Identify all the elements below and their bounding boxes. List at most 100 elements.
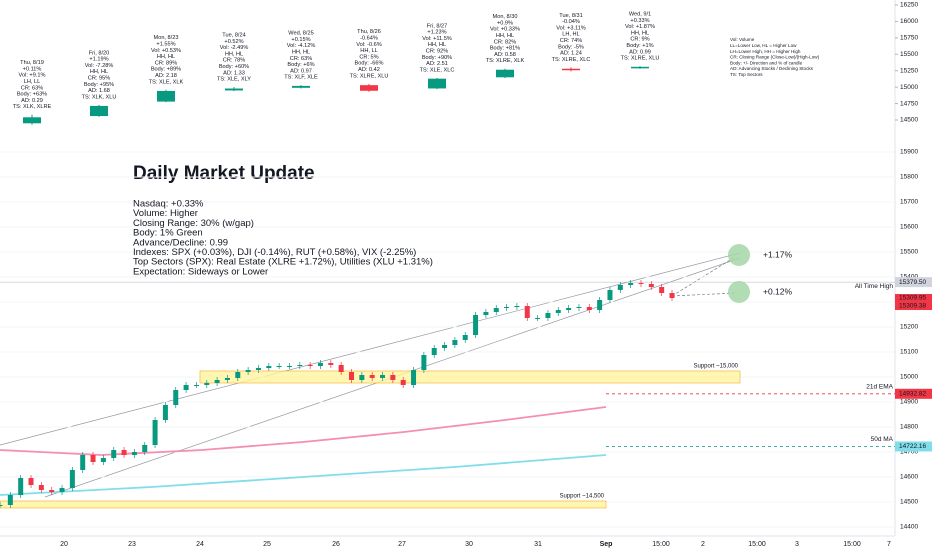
support-label: Support ~14,500 xyxy=(559,494,604,500)
annotation: AD: 2.18 xyxy=(155,73,177,79)
candle-body xyxy=(648,284,654,287)
update-text: Volume: Higher xyxy=(133,208,198,219)
x-tick-label: 25 xyxy=(263,541,271,548)
candle-body xyxy=(204,383,210,385)
candle-body xyxy=(390,375,396,380)
price-tag-label: 14932.82 xyxy=(899,391,926,398)
y-tick-label: 14400 xyxy=(900,524,918,531)
legend-note: LL=Lower Low, HL = Higher Low xyxy=(730,43,797,48)
candle-body xyxy=(496,69,514,78)
trendline xyxy=(0,252,741,446)
annotation: CR: 63% xyxy=(290,56,312,62)
candle-body xyxy=(235,372,241,378)
candle-body xyxy=(80,455,86,470)
annotation: Vol: +9.1% xyxy=(19,73,46,79)
candle-body xyxy=(566,308,572,310)
annotation: +0.15% xyxy=(291,37,310,43)
annotation: Vol: -0.6% xyxy=(356,42,382,48)
y-tick-label: 14500 xyxy=(900,499,918,506)
candle-body xyxy=(411,370,417,385)
y-tick-label: 14600 xyxy=(900,474,918,481)
candle-body xyxy=(317,363,323,366)
annotation: AD: 0.99 xyxy=(629,49,651,55)
candle-body xyxy=(90,455,96,462)
y-tick-label: 14750 xyxy=(900,100,918,107)
projection-label: +1.17% xyxy=(763,249,793,259)
annotation: +0.33% xyxy=(630,18,649,24)
y-tick-label: 15900 xyxy=(900,149,918,156)
annotation: Body: -5% xyxy=(558,44,584,50)
annotation: Vol: -2.49% xyxy=(220,45,249,51)
title: Daily Market Update xyxy=(133,163,315,184)
update-text: Body: 1% Green xyxy=(133,228,203,239)
candle-body xyxy=(286,366,292,367)
candle-body xyxy=(428,78,446,89)
annotation: TS: XLE, XLY xyxy=(217,77,251,83)
annotation: Body: +81% xyxy=(490,46,520,52)
y-tick-label: 15250 xyxy=(900,67,918,74)
candle-body xyxy=(224,378,230,380)
candle-body xyxy=(483,312,489,315)
annotation: CR: 82% xyxy=(494,39,516,45)
annotation: CR: 95% xyxy=(88,75,110,81)
candle-body xyxy=(59,488,65,492)
candle-body xyxy=(562,68,580,71)
y-tick-label: 15000 xyxy=(900,84,918,91)
candle-body xyxy=(18,478,24,495)
candle-body xyxy=(576,307,582,308)
candle-body xyxy=(90,105,108,117)
annotation: TS: XLE, XLC xyxy=(420,67,455,73)
candle-body xyxy=(597,300,603,310)
price-tag xyxy=(895,294,932,302)
candle-body xyxy=(131,452,137,455)
candle-body xyxy=(638,283,644,284)
y-tick-label: 14800 xyxy=(900,424,918,431)
x-tick-label: 2 xyxy=(701,541,705,548)
annotation: HH, HL xyxy=(292,49,310,55)
candle-body xyxy=(225,88,243,91)
annotation: HH, LL xyxy=(360,48,377,54)
candle-body xyxy=(669,293,675,298)
ath-label: All Time High xyxy=(855,283,894,290)
support-zone xyxy=(0,500,607,509)
candle-body xyxy=(586,307,592,310)
annotation: TS: XLRE, XLU xyxy=(350,73,389,79)
annotation: AD: 0.42 xyxy=(358,67,380,73)
annotation: Mon, 8/23 xyxy=(154,35,179,41)
y-tick-label: 15500 xyxy=(900,249,918,256)
candle-body xyxy=(555,310,561,313)
y-tick-label: 16250 xyxy=(900,2,918,9)
candle-body xyxy=(380,375,386,378)
candle-body xyxy=(152,420,158,445)
candle-body xyxy=(514,306,520,307)
y-tick-label: 14700 xyxy=(900,449,918,456)
candle-body xyxy=(631,66,649,69)
candle-body xyxy=(328,363,334,365)
annotation: AD: 1.68 xyxy=(88,88,110,94)
annotation: Fri, 8/27 xyxy=(427,23,448,29)
candle-body xyxy=(69,470,75,488)
annotation: HH, HL xyxy=(90,69,108,75)
x-tick-label: 23 xyxy=(128,541,136,548)
candle-body xyxy=(338,365,344,372)
annotation: Tue, 8/24 xyxy=(222,33,245,39)
legend-note: Vol: Volume xyxy=(730,37,755,42)
annotation: Body: +89% xyxy=(151,67,181,73)
y-tick-label: 15600 xyxy=(900,224,918,231)
annotation: TS: XLF, XLE xyxy=(284,75,318,81)
annotation: +1.19% xyxy=(89,57,108,63)
projection-label: +0.12% xyxy=(763,286,793,296)
moving-average xyxy=(0,406,607,456)
x-tick-label: 15:00 xyxy=(652,541,670,548)
annotation: +0.52% xyxy=(224,39,243,45)
annotation: HH, HL xyxy=(631,30,649,36)
annotation: AD: 0.58 xyxy=(494,52,516,58)
legend-note: LH=Lower High, HH = Higher High xyxy=(730,49,801,54)
annotation: TS: XLRE, XLK xyxy=(486,58,525,64)
x-tick-label: Sep xyxy=(600,541,613,548)
update-text: Nasdaq: +0.33% xyxy=(133,199,204,210)
annotation: LH, HL xyxy=(562,32,579,38)
price-tag-label: 14722.16 xyxy=(899,443,926,450)
annotation: +1.55% xyxy=(156,41,175,47)
candle-body xyxy=(400,380,406,385)
